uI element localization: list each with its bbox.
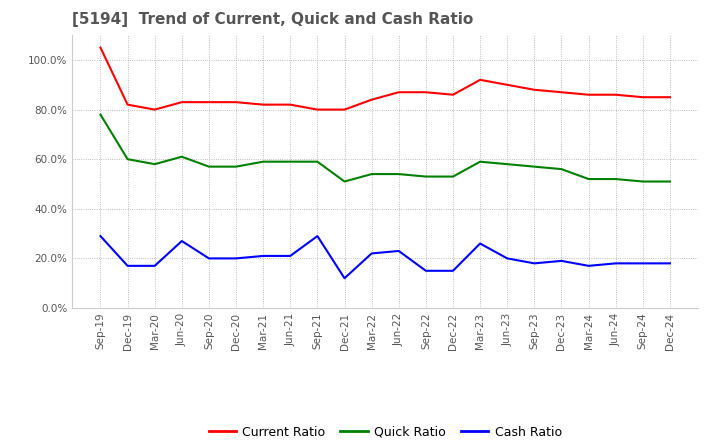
Cash Ratio — [259, 253, 268, 259]
Cash Ratio — [123, 263, 132, 268]
Current Ratio — [367, 97, 376, 103]
Quick Ratio — [150, 161, 159, 167]
Quick Ratio — [313, 159, 322, 164]
Current Ratio — [503, 82, 511, 88]
Current Ratio — [259, 102, 268, 107]
Quick Ratio — [123, 157, 132, 162]
Quick Ratio — [611, 176, 620, 182]
Legend: Current Ratio, Quick Ratio, Cash Ratio: Current Ratio, Quick Ratio, Cash Ratio — [204, 421, 567, 440]
Cash Ratio — [449, 268, 457, 273]
Cash Ratio — [286, 253, 294, 259]
Cash Ratio — [584, 263, 593, 268]
Current Ratio — [123, 102, 132, 107]
Cash Ratio — [665, 261, 674, 266]
Cash Ratio — [503, 256, 511, 261]
Current Ratio — [341, 107, 349, 112]
Quick Ratio — [178, 154, 186, 159]
Cash Ratio — [367, 251, 376, 256]
Cash Ratio — [421, 268, 430, 273]
Text: [5194]  Trend of Current, Quick and Cash Ratio: [5194] Trend of Current, Quick and Cash … — [72, 12, 473, 27]
Current Ratio — [421, 90, 430, 95]
Cash Ratio — [395, 248, 403, 253]
Cash Ratio — [313, 234, 322, 239]
Quick Ratio — [259, 159, 268, 164]
Current Ratio — [639, 95, 647, 100]
Cash Ratio — [639, 261, 647, 266]
Current Ratio — [665, 95, 674, 100]
Current Ratio — [178, 99, 186, 105]
Line: Quick Ratio: Quick Ratio — [101, 114, 670, 182]
Quick Ratio — [204, 164, 213, 169]
Quick Ratio — [557, 166, 566, 172]
Quick Ratio — [341, 179, 349, 184]
Cash Ratio — [611, 261, 620, 266]
Current Ratio — [96, 45, 105, 50]
Quick Ratio — [286, 159, 294, 164]
Quick Ratio — [96, 112, 105, 117]
Quick Ratio — [449, 174, 457, 179]
Cash Ratio — [341, 275, 349, 281]
Cash Ratio — [232, 256, 240, 261]
Cash Ratio — [150, 263, 159, 268]
Quick Ratio — [584, 176, 593, 182]
Cash Ratio — [178, 238, 186, 244]
Cash Ratio — [204, 256, 213, 261]
Quick Ratio — [665, 179, 674, 184]
Current Ratio — [584, 92, 593, 97]
Quick Ratio — [421, 174, 430, 179]
Current Ratio — [395, 90, 403, 95]
Quick Ratio — [232, 164, 240, 169]
Current Ratio — [611, 92, 620, 97]
Cash Ratio — [476, 241, 485, 246]
Quick Ratio — [395, 172, 403, 177]
Current Ratio — [286, 102, 294, 107]
Current Ratio — [530, 87, 539, 92]
Current Ratio — [232, 99, 240, 105]
Current Ratio — [557, 90, 566, 95]
Current Ratio — [204, 99, 213, 105]
Quick Ratio — [530, 164, 539, 169]
Current Ratio — [476, 77, 485, 82]
Current Ratio — [150, 107, 159, 112]
Quick Ratio — [367, 172, 376, 177]
Current Ratio — [449, 92, 457, 97]
Current Ratio — [313, 107, 322, 112]
Cash Ratio — [530, 261, 539, 266]
Line: Cash Ratio: Cash Ratio — [101, 236, 670, 278]
Quick Ratio — [476, 159, 485, 164]
Cash Ratio — [557, 258, 566, 264]
Cash Ratio — [96, 234, 105, 239]
Line: Current Ratio: Current Ratio — [101, 48, 670, 110]
Quick Ratio — [639, 179, 647, 184]
Quick Ratio — [503, 161, 511, 167]
